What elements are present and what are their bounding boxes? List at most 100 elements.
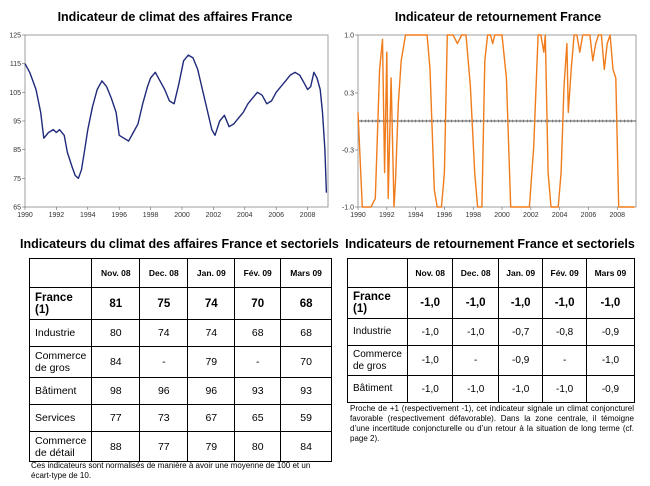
header-blank — [347, 258, 408, 288]
column-header: Mars 09 — [280, 258, 332, 288]
cell-value: 59 — [280, 404, 332, 432]
x-tick-label: 2004 — [237, 212, 253, 219]
series-line — [357, 34, 635, 208]
cell-value: -1,0 — [406, 345, 454, 376]
cell-value: - — [234, 346, 282, 378]
x-tick-label: 1992 — [379, 212, 395, 219]
cell-value: -1,0 — [585, 345, 636, 376]
x-tick-label: 2004 — [552, 212, 568, 219]
y-tick-label: 95 — [13, 119, 21, 126]
cell-value: 80 — [234, 431, 282, 462]
cell-value: 79 — [187, 431, 236, 462]
x-tick-label: 1990 — [350, 212, 366, 219]
cell-value: 75 — [139, 287, 189, 320]
x-tick-label: 2006 — [581, 212, 597, 219]
cell-value: -0,8 — [542, 318, 587, 346]
y-tick-label: 125 — [9, 33, 21, 40]
cell-value: -0,9 — [585, 318, 636, 346]
row-label: Industrie — [347, 318, 408, 346]
x-tick-label: 2002 — [206, 212, 222, 219]
column-header: Nov. 08 — [406, 258, 454, 288]
x-tick-label: 1992 — [49, 212, 65, 219]
y-tick-label: 115 — [10, 61, 21, 68]
turning-point-table: Nov. 08 Dec. 08 Jan. 09 Fév. 09 Mars 09 … — [347, 258, 636, 403]
cell-value: 73 — [139, 404, 189, 432]
table-header-row: Nov. 08 Dec. 08 Jan. 09 Fév. 09 Mars 09 — [347, 258, 636, 288]
cell-value: 79 — [187, 346, 236, 378]
charts-canvas: 125 115 105 95 85 75 65 1990 1992 1994 1996 1998 200… — [9, 33, 637, 219]
y-tick-label: 75 — [13, 176, 21, 183]
y-tick-label: 85 — [13, 147, 21, 154]
cell-value: 68 — [234, 319, 282, 347]
cell-value: -0,9 — [585, 375, 636, 403]
chart-title-climat: Indicateur de climat des affaires France — [57, 10, 293, 24]
row-label: Industrie — [28, 319, 93, 347]
cell-value: 80 — [91, 319, 141, 347]
cell-value: - — [542, 345, 587, 376]
cell-value: 65 — [234, 404, 282, 432]
column-header: Dec. 08 — [452, 258, 499, 288]
row-label: Services — [28, 404, 93, 432]
table-row: Industrie 80 74 74 68 68 — [28, 319, 332, 347]
y-tick-label: -0.3 — [342, 148, 354, 155]
row-label: Bâtiment — [28, 377, 93, 405]
x-tick-label: 1998 — [465, 212, 481, 219]
cell-value: -0,9 — [497, 345, 544, 376]
row-label: Commerce de détail — [28, 431, 93, 462]
cell-value: 96 — [139, 377, 189, 405]
column-header: Jan. 09 — [187, 258, 236, 288]
table-row: Services 77 73 67 65 59 — [28, 404, 332, 432]
row-label: France (1) — [28, 287, 93, 320]
column-header: Dec. 08 — [139, 258, 189, 288]
y-tick-label: 1.0 — [344, 33, 354, 40]
column-header: Jan. 09 — [497, 258, 544, 288]
cell-value: -1,0 — [452, 375, 499, 403]
chart-title-retournement: Indicateur de retournement France — [394, 10, 602, 24]
table-row: Commerce de gros -1,0 - -0,9 - -1,0 — [347, 345, 636, 376]
series-line — [24, 54, 328, 193]
column-header: Fév. 09 — [234, 258, 282, 288]
cell-value: 84 — [91, 346, 141, 378]
table-header-row: Nov. 08 Dec. 08 Jan. 09 Fév. 09 Mars 09 — [28, 258, 332, 288]
cell-value: 74 — [139, 319, 189, 347]
table-row: France (1) 81 75 74 70 68 — [28, 287, 332, 320]
cell-value: 67 — [187, 404, 236, 432]
cell-value: -0,7 — [497, 318, 544, 346]
cell-value: 74 — [187, 319, 236, 347]
x-tick-label: 1994 — [408, 212, 424, 219]
table-row: Industrie -1,0 -1,0 -0,7 -0,8 -0,9 — [347, 318, 636, 346]
cell-value: -1,0 — [585, 287, 636, 319]
cell-value: -1,0 — [406, 318, 454, 346]
cell-value: -1,0 — [452, 318, 499, 346]
cell-value: -1,0 — [497, 375, 544, 403]
y-tick-label: 0.3 — [344, 91, 354, 98]
cell-value: 96 — [187, 377, 236, 405]
header-blank — [28, 258, 93, 288]
column-header: Mars 09 — [585, 258, 636, 288]
row-label: France (1) — [347, 287, 408, 319]
cell-value: -1,0 — [542, 287, 587, 319]
x-tick-label: 2008 — [300, 212, 316, 219]
cell-value: 93 — [280, 377, 332, 405]
cell-value: 84 — [280, 431, 332, 462]
table-title-climat: Indicateurs du climat des affaires Franc… — [20, 237, 339, 251]
x-tick-label: 1998 — [143, 212, 159, 219]
x-tick-label: 2000 — [174, 212, 190, 219]
cell-value: -1,0 — [406, 375, 454, 403]
y-tick-label: 105 — [9, 90, 21, 97]
x-tick-label: 1996 — [111, 212, 127, 219]
cell-value: -1,0 — [542, 375, 587, 403]
cell-value: -1,0 — [406, 287, 454, 319]
table-title-retournement: Indicateurs de retournement France et se… — [345, 237, 635, 251]
x-tick-label: 2008 — [609, 212, 625, 219]
y-tick-label: 65 — [13, 205, 21, 212]
x-tick-label: 1994 — [80, 212, 96, 219]
cell-value: 77 — [139, 431, 189, 462]
cell-value: 77 — [91, 404, 141, 432]
y-tick-label: -1.0 — [342, 205, 354, 212]
column-header: Nov. 08 — [91, 258, 141, 288]
x-tick-label: 2002 — [523, 212, 539, 219]
x-tick-label: 2000 — [494, 212, 510, 219]
plot-frame — [24, 34, 329, 208]
table-row: France (1) -1,0 -1,0 -1,0 -1,0 -1,0 — [347, 287, 636, 319]
